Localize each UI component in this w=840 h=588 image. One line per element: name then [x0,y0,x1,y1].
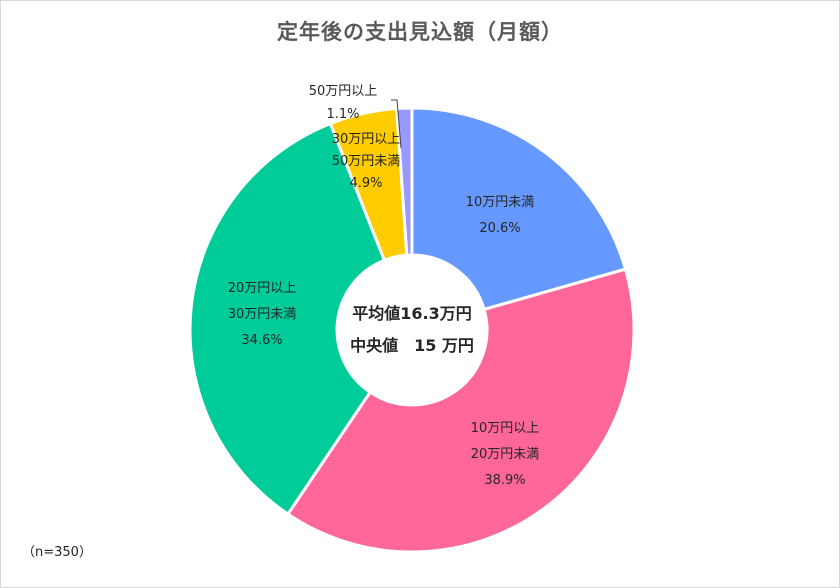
center-average-label: 平均値16.3万円 [352,304,471,323]
slice-label-4: 30万円以上 50万円未満 4.9% [332,132,401,191]
slice-label-5: 50万円以上 1.1% [309,84,378,122]
center-median-label: 中央値 15 万円 [350,336,474,355]
slice-1 [410,106,628,312]
leader-line [391,99,402,149]
slice-label-3: 20万円以上 30万円未満 34.6% [228,281,297,348]
sample-size-note: （n=350） [22,545,92,560]
chart-title: 定年後の支出見込額（月額） [277,20,563,44]
slice-label-2: 10万円以上 20万円未満 38.9% [471,421,540,488]
slice-label-1: 10万円未満 20.6% [466,195,535,236]
slice-2 [285,267,636,554]
slice-3 [188,121,387,517]
